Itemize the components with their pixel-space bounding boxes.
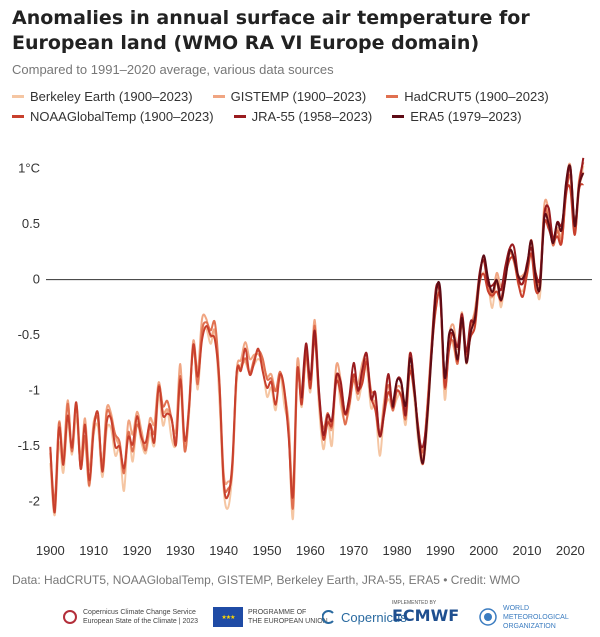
y-tick-label: -1.5 [18, 438, 40, 453]
c3s-icon [63, 610, 77, 624]
x-tick-label: 2010 [513, 543, 542, 558]
y-tick-label: -0.5 [18, 327, 40, 342]
x-tick-label: 1940 [209, 543, 238, 558]
wmo-line3: ORGANIZATION [503, 622, 556, 630]
eu-logo: ★★★ PROGRAMME OF THE EUROPEAN UNION [213, 600, 328, 634]
ecmwf-logo: IMPLEMENTED BY ECMWF [392, 600, 459, 634]
legend-swatch [12, 114, 24, 118]
wmo-line2: METEOROLOGICAL [503, 613, 569, 621]
c3s-line1: Copernicus Climate Change Service [83, 609, 196, 616]
copernicus-logo: Copernicus [322, 600, 407, 634]
wmo-emblem-icon [479, 608, 497, 626]
legend-swatch [392, 114, 405, 118]
legend: Berkeley Earth (1900–2023) GISTEMP (1900… [12, 86, 597, 126]
legend-label: GISTEMP (1900–2023) [230, 88, 367, 104]
x-tick-label: 1990 [426, 543, 455, 558]
x-tick-label: 1910 [79, 543, 108, 558]
legend-swatch [12, 94, 24, 98]
legend-label: ERA5 (1979–2023) [410, 108, 522, 124]
legend-swatch [386, 94, 399, 98]
legend-label: HadCRUT5 (1900–2023) [404, 88, 549, 104]
c3s-line2: European State of the Climate | 2023 [83, 618, 199, 625]
chart-title: Anomalies in annual surface air temperat… [12, 7, 530, 54]
legend-label: NOAAGlobalTemp (1900–2023) [30, 108, 214, 124]
legend-item-era5: ERA5 (1979–2023) [392, 108, 522, 124]
legend-row-1: Berkeley Earth (1900–2023) GISTEMP (1900… [12, 86, 597, 106]
ecmwf-implemented-by: IMPLEMENTED BY [392, 600, 437, 606]
wmo-line1: WORLD [503, 604, 530, 612]
y-tick-label: 0.5 [22, 216, 40, 231]
y-tick-label: 0 [33, 272, 40, 287]
y-tick-label: -1 [28, 383, 40, 398]
c3s-logo: Copernicus Climate Change Service Europe… [62, 600, 198, 634]
eu-flag-icon: ★★★ [213, 607, 243, 627]
x-tick-label: 2020 [556, 543, 585, 558]
legend-item-jra55: JRA-55 (1958–2023) [233, 108, 373, 124]
legend-row-2: NOAAGlobalTemp (1900–2023) JRA-55 (1958–… [12, 106, 597, 126]
legend-item-noaaglobaltemp: NOAAGlobalTemp (1900–2023) [12, 109, 214, 124]
eu-line1: PROGRAMME OF [248, 609, 307, 616]
temperature-anomaly-chart: 1°C 0.5 0 -0.5 -1 -1.5 -2 1900 1910 1920 1930 1940 1… [18, 157, 592, 558]
series-line-gistemp [49, 162, 585, 508]
copernicus-wordmark: Copernicus [341, 609, 407, 625]
x-tick-label: 1960 [296, 543, 325, 558]
x-tick-label: 1950 [253, 543, 282, 558]
y-tick-label: 1°C [18, 161, 40, 176]
legend-swatch [233, 114, 246, 118]
x-tick-label: 1930 [166, 543, 195, 558]
logo-bar: Copernicus Climate Change Service Europe… [0, 600, 600, 635]
y-tick-label: -2 [28, 494, 40, 509]
data-credit: Data: HadCRUT5, NOAAGlobalTemp, GISTEMP,… [12, 573, 521, 587]
x-tick-label: 1980 [383, 543, 412, 558]
ecmwf-wordmark: ECMWF [392, 606, 460, 625]
legend-label: JRA-55 (1958–2023) [251, 108, 373, 124]
copernicus-icon [322, 610, 334, 624]
eu-line2: THE EUROPEAN UNION [248, 618, 328, 625]
wmo-logo: WORLD METEOROLOGICAL ORGANIZATION [478, 600, 569, 634]
x-tick-label: 1970 [339, 543, 368, 558]
legend-swatch [212, 94, 225, 98]
legend-label: Berkeley Earth (1900–2023) [30, 88, 193, 104]
x-tick-label: 1900 [36, 543, 65, 558]
chart-subtitle: Compared to 1991–2020 average, various d… [12, 62, 334, 77]
legend-item-hadcrut5: HadCRUT5 (1900–2023) [386, 89, 549, 104]
x-tick-label: 2000 [469, 543, 498, 558]
series-line-jra-55 [300, 157, 585, 449]
legend-item-gistemp: GISTEMP (1900–2023) [212, 88, 367, 104]
legend-item-berkeley-earth: Berkeley Earth (1900–2023) [12, 89, 193, 104]
x-tick-label: 1920 [123, 543, 152, 558]
series-line-era5 [391, 164, 585, 465]
